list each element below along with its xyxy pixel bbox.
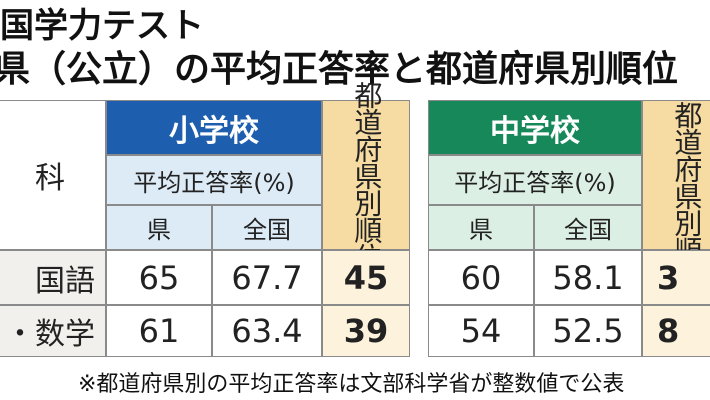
title: 国学力テスト <box>0 6 204 46</box>
rate-header: 平均正答率(%) <box>428 155 642 205</box>
rate-cell: 52.5 <box>534 305 642 357</box>
school-header: 小学校 <box>106 100 322 155</box>
rank-cell: 8 <box>642 305 710 357</box>
rate-cell: 54 <box>428 305 534 357</box>
footnote: ※都道府県別の平均正答率は文部科学省が整数値で公表 <box>78 372 625 397</box>
column-header: 県 <box>428 205 534 250</box>
rank-cell: 45 <box>322 250 410 305</box>
rank-cell: 39 <box>322 305 410 357</box>
rate-cell: 61 <box>106 305 212 357</box>
rank-cell: 3 <box>642 250 710 305</box>
subject: ・数学 <box>0 305 106 357</box>
rate-header: 平均正答率(%) <box>106 155 322 205</box>
rank-header: 都道府県別順位 <box>322 81 410 270</box>
school-header: 中学校 <box>428 100 642 155</box>
rate-cell: 65 <box>106 250 212 305</box>
rank-header: 都道府県別順位 <box>642 100 710 290</box>
rate-cell: 63.4 <box>212 305 322 357</box>
subject-header: 科 <box>0 100 106 250</box>
column-header: 全国 <box>534 205 642 250</box>
rate-cell: 67.7 <box>212 250 322 305</box>
subject: 国語 <box>0 250 106 305</box>
rate-cell: 58.1 <box>534 250 642 305</box>
column-header: 全国 <box>212 205 322 250</box>
subtitle: 県（公立）の平均正答率と都道府県別順位 <box>0 49 679 90</box>
rate-cell: 60 <box>428 250 534 305</box>
column-header: 県 <box>106 205 212 250</box>
